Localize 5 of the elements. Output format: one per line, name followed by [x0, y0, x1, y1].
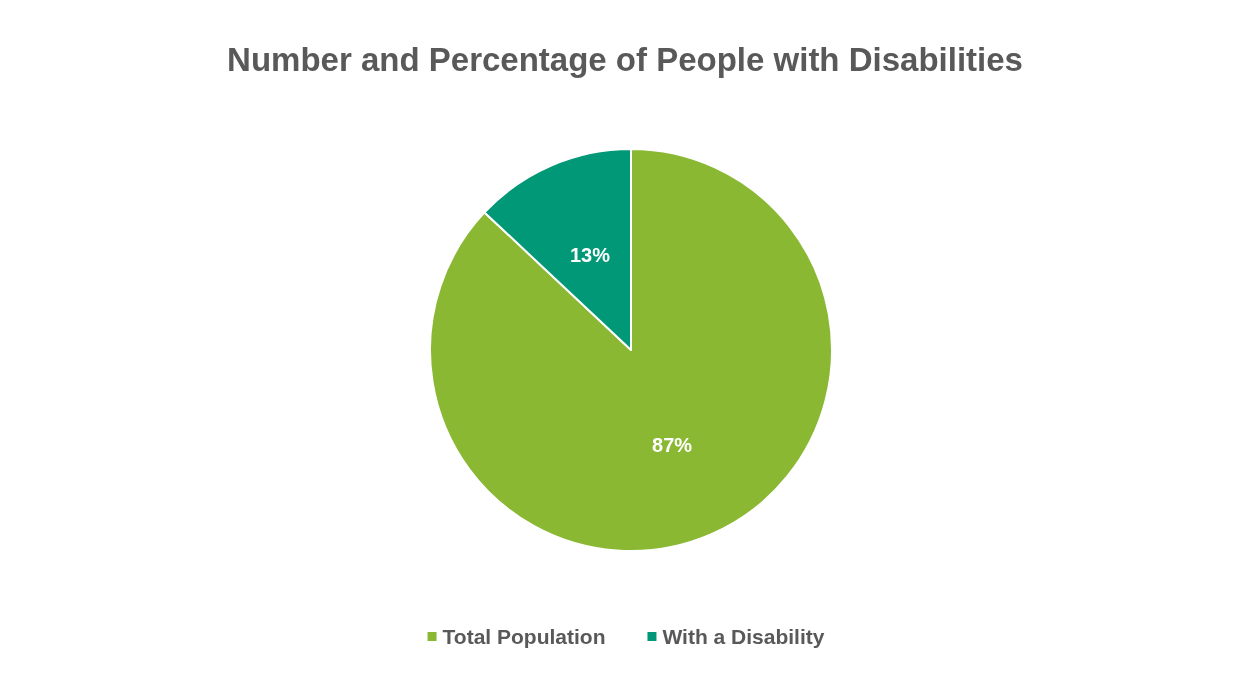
chart-title: Number and Percentage of People with Disabilities: [227, 41, 1023, 78]
legend-label: Total Population: [442, 625, 606, 648]
legend-label: With a Disability: [662, 625, 825, 648]
data-label: 87%: [652, 433, 693, 456]
data-label: 13%: [569, 244, 611, 267]
